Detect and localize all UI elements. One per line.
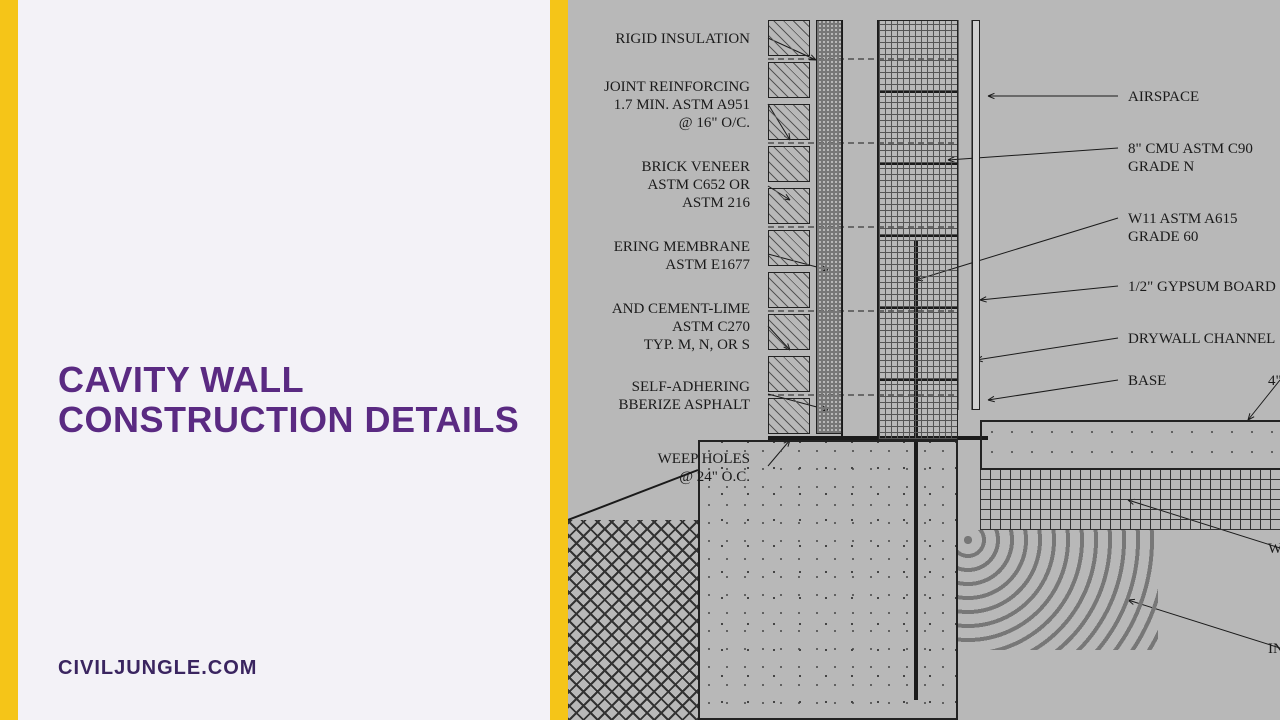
rigid-insulation bbox=[816, 20, 842, 434]
gravel-fill bbox=[958, 530, 1158, 650]
cmu-block bbox=[878, 20, 958, 440]
label-w: W bbox=[1268, 540, 1280, 558]
gypsum-board bbox=[972, 20, 980, 410]
cavity-wall-diagram: RIGID INSULATION JOINT REINFORCING 1.7 MI… bbox=[568, 0, 1280, 720]
label-mortar: AND CEMENT-LIME ASTM C270 TYP. M, N, OR … bbox=[568, 300, 750, 354]
label-in: IN bbox=[1268, 640, 1280, 658]
brick-unit bbox=[768, 20, 810, 56]
label-base: BASE bbox=[1128, 372, 1166, 390]
label-rebar: W11 ASTM A615 GRADE 60 bbox=[1128, 210, 1237, 246]
brick-unit bbox=[768, 188, 810, 224]
label-cmu: 8" CMU ASTM C90 GRADE N bbox=[1128, 140, 1253, 176]
brick-unit bbox=[768, 104, 810, 140]
title-panel: CAVITY WALL CONSTRUCTION DETAILS CIVILJU… bbox=[0, 0, 550, 720]
label-brick-veneer: BRICK VENEER ASTM C652 OR ASTM 216 bbox=[568, 158, 750, 212]
page-title: CAVITY WALL CONSTRUCTION DETAILS bbox=[58, 360, 519, 439]
label-joint-reinforcing: JOINT REINFORCING 1.7 MIN. ASTM A951 @ 1… bbox=[568, 78, 750, 132]
label-membrane: ERING MEMBRANE ASTM E1677 bbox=[568, 238, 750, 274]
brick-unit bbox=[768, 146, 810, 182]
label-drywall: DRYWALL CHANNEL bbox=[1128, 330, 1275, 348]
earth-hatch bbox=[568, 520, 698, 720]
brick-unit bbox=[768, 272, 810, 308]
brick-unit bbox=[768, 230, 810, 266]
label-rigid-insulation: RIGID INSULATION bbox=[568, 30, 750, 48]
label-asphalt: SELF-ADHERING BBERIZE ASPHALT bbox=[568, 378, 750, 414]
label-four: 4" bbox=[1268, 372, 1280, 390]
site-name: CIVILJUNGLE.COM bbox=[58, 657, 257, 680]
label-airspace: AIRSPACE bbox=[1128, 88, 1199, 106]
brick-unit bbox=[768, 62, 810, 98]
title-line1: CAVITY WALL bbox=[58, 359, 304, 400]
brick-unit bbox=[768, 398, 810, 434]
label-gypsum: 1/2" GYPSUM BOARD bbox=[1128, 278, 1276, 296]
vertical-divider bbox=[550, 0, 568, 720]
label-weep: WEEP HOLES @ 24" O.C. bbox=[568, 450, 750, 486]
brick-unit bbox=[768, 356, 810, 392]
sub-grid bbox=[980, 470, 1280, 530]
diagram-panel: RIGID INSULATION JOINT REINFORCING 1.7 MI… bbox=[568, 0, 1280, 720]
title-line2: CONSTRUCTION DETAILS bbox=[58, 399, 519, 440]
floor-slab bbox=[980, 420, 1280, 470]
brick-unit bbox=[768, 314, 810, 350]
